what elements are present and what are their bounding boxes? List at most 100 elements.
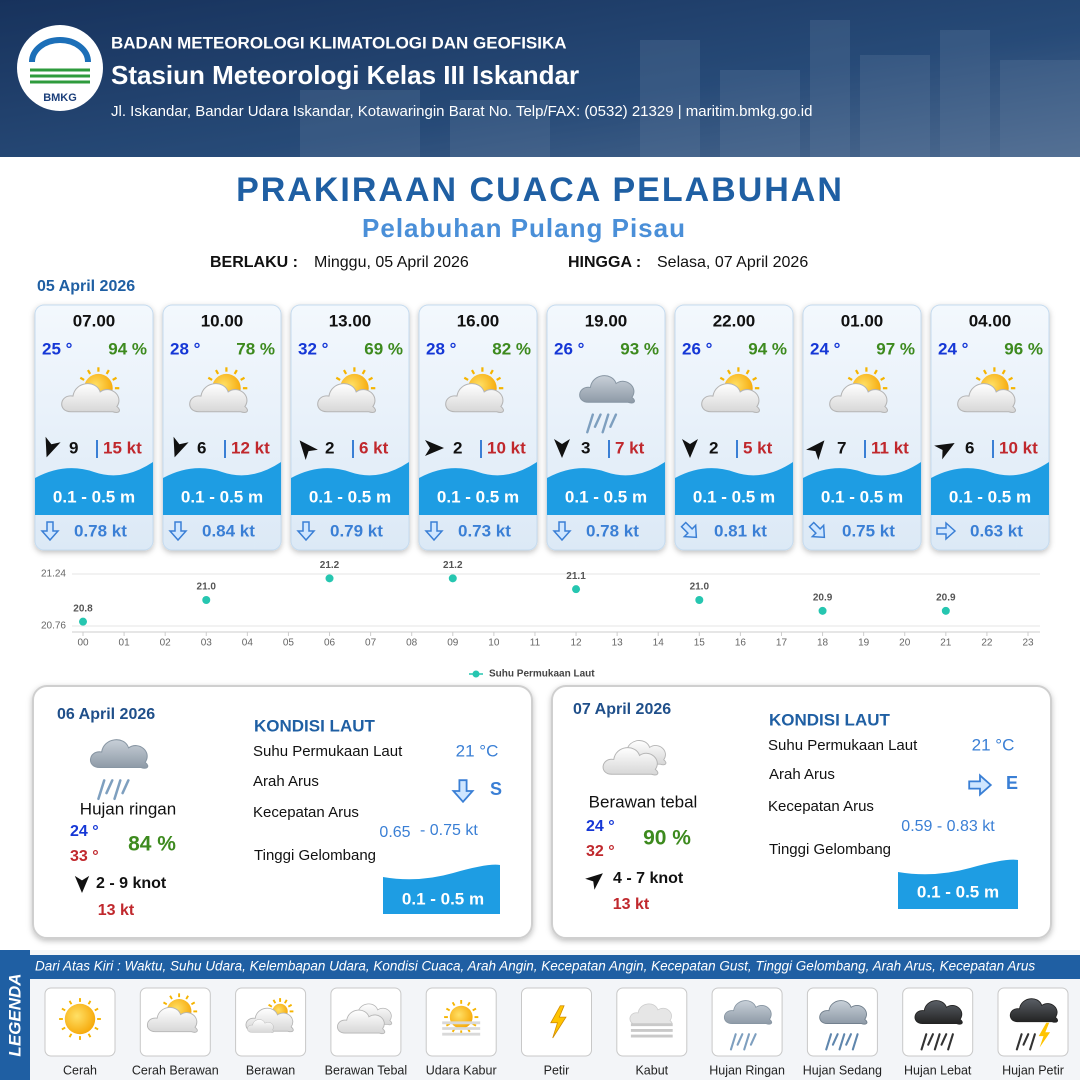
subtitle: Pelabuhan Pulang Pisau	[362, 213, 686, 243]
rain-drop	[736, 1033, 744, 1046]
weather-icon	[629, 1003, 673, 1038]
current-speed: 0.75 kt	[842, 521, 895, 540]
x-tick-label: 19	[858, 638, 870, 649]
wave-height: 0.1 - 0.5 m	[693, 487, 775, 506]
x-tick-label: 13	[612, 638, 624, 649]
weather-icon	[445, 367, 505, 413]
current-direction	[451, 779, 475, 804]
wind-speed: 4 - 7 knot	[613, 870, 684, 887]
current-direction-label: Arah Arus	[769, 766, 835, 783]
sun-ray	[240, 376, 246, 381]
wind-speed: 2	[453, 438, 462, 457]
weather-icon	[90, 739, 149, 801]
rain-drop	[586, 413, 595, 434]
sun-ray	[87, 1033, 92, 1038]
wave-shape	[803, 462, 921, 515]
data-label: 21.2	[320, 560, 340, 571]
outlook-date: 06 April 2026	[57, 706, 155, 723]
header-decoration	[450, 100, 550, 157]
x-tick-label: 23	[1022, 638, 1034, 649]
x-tick-label: 16	[735, 638, 747, 649]
rain-drop	[851, 1033, 859, 1051]
humidity: 82 %	[492, 339, 531, 358]
data-point	[941, 606, 950, 615]
temp-min: 24 °	[586, 818, 615, 835]
cloud	[723, 1000, 773, 1025]
rain-drop	[121, 779, 130, 795]
sun-ray	[873, 369, 878, 375]
data-label: 20.9	[936, 592, 956, 603]
rain-drop	[749, 1033, 757, 1046]
sun-ray	[86, 369, 92, 375]
cloud	[90, 739, 149, 769]
x-tick-label: 22	[981, 638, 993, 649]
time: 19.00	[585, 311, 628, 330]
sea-title: KONDISI LAUT	[769, 710, 891, 729]
current-speed: 0.78 kt	[586, 521, 639, 540]
wind-speed: 7	[837, 438, 846, 457]
humidity: 78 %	[236, 339, 275, 358]
time: 22.00	[713, 311, 756, 330]
valid-to-label: HINGGA :	[568, 254, 641, 271]
rain-drop	[825, 1033, 833, 1051]
x-tick-label: 06	[324, 638, 336, 649]
current-direction: E	[1006, 773, 1018, 793]
wind-direction	[425, 440, 444, 456]
cloud	[445, 383, 505, 413]
legend-item: Cerah Berawan	[132, 1063, 219, 1077]
header-decoration	[720, 70, 800, 157]
wave-shape	[931, 462, 1049, 515]
current-direction	[936, 521, 957, 541]
x-tick-label: 10	[488, 638, 500, 649]
current-speed: 0.81 kt	[714, 521, 767, 540]
lightning	[1038, 1022, 1051, 1048]
gust-speed: 7 kt	[615, 438, 645, 457]
rain-drop	[729, 1033, 737, 1051]
wind-speed: 2	[325, 438, 334, 457]
humidity: 90 %	[643, 827, 691, 850]
sun-ray	[61, 1026, 66, 1031]
wind-speed: 3	[581, 438, 590, 457]
wind-speed: 2 - 9 knot	[96, 875, 167, 892]
data-label: 21.1	[566, 571, 586, 582]
data-point	[572, 585, 581, 594]
wave-height: 0.1 - 0.5 m	[917, 882, 999, 901]
wave-shape	[291, 462, 409, 515]
data-label: 21.0	[690, 582, 710, 593]
x-tick-label: 18	[817, 638, 829, 649]
sun-ray	[445, 1007, 451, 1012]
legend-item: Petir	[544, 1063, 570, 1077]
header-decoration	[940, 30, 990, 157]
wave-height: 0.1 - 0.5 m	[309, 487, 391, 506]
data-point	[695, 596, 704, 604]
weather-icon	[61, 367, 121, 413]
rain-drop	[831, 1033, 839, 1046]
x-tick-label: 04	[242, 638, 254, 649]
sun-ray	[87, 1000, 92, 1005]
sun-ray	[79, 376, 85, 381]
wind-speed: 9	[69, 438, 78, 457]
temperature: 26 °	[682, 339, 713, 358]
rain-drop	[927, 1033, 934, 1046]
weather-icon	[317, 367, 377, 413]
cloud	[602, 747, 659, 776]
cloud	[819, 1000, 868, 1025]
wind-direction	[934, 443, 955, 460]
sun-ray	[982, 369, 988, 375]
x-tick-label: 08	[406, 638, 418, 649]
sun-ray	[105, 369, 110, 375]
wind-direction	[554, 439, 570, 458]
cloud	[1009, 998, 1058, 1023]
sun-ray	[489, 369, 494, 375]
x-tick-label: 21	[940, 638, 952, 649]
current-speed: 0.84 kt	[202, 521, 255, 540]
x-tick-label: 14	[653, 638, 665, 649]
time: 01.00	[841, 311, 884, 330]
data-label: 20.8	[73, 603, 93, 614]
humidity: 94 %	[748, 339, 787, 358]
gust-speed: 10 kt	[999, 438, 1038, 457]
sun-ray	[496, 376, 502, 381]
legend-side	[0, 950, 30, 1080]
current-speed: 0.63 kt	[970, 521, 1023, 540]
